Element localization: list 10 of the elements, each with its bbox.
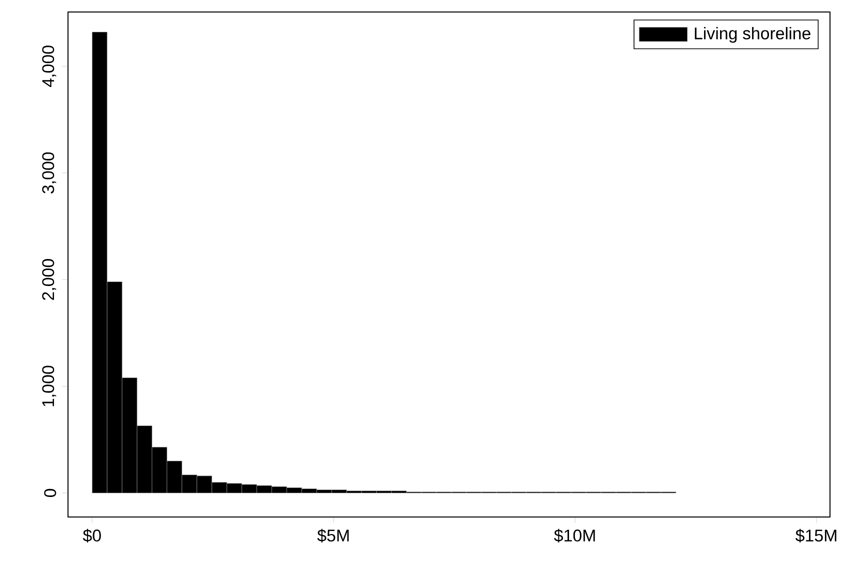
y-tick-label: 1,000: [42, 366, 56, 406]
x-tick-label: $10M: [554, 528, 595, 543]
x-tick-label: $5M: [317, 528, 349, 543]
y-tick-label: 0: [44, 488, 56, 498]
x-tick-label: $15M: [795, 528, 836, 543]
y-tick-label: 3,000: [42, 152, 56, 194]
y-tick-label: 4,000: [42, 46, 56, 87]
x-tick-label: $0: [82, 528, 101, 543]
y-tick-label: 2,000: [42, 259, 56, 300]
legend-label: Living shoreline: [694, 26, 810, 43]
